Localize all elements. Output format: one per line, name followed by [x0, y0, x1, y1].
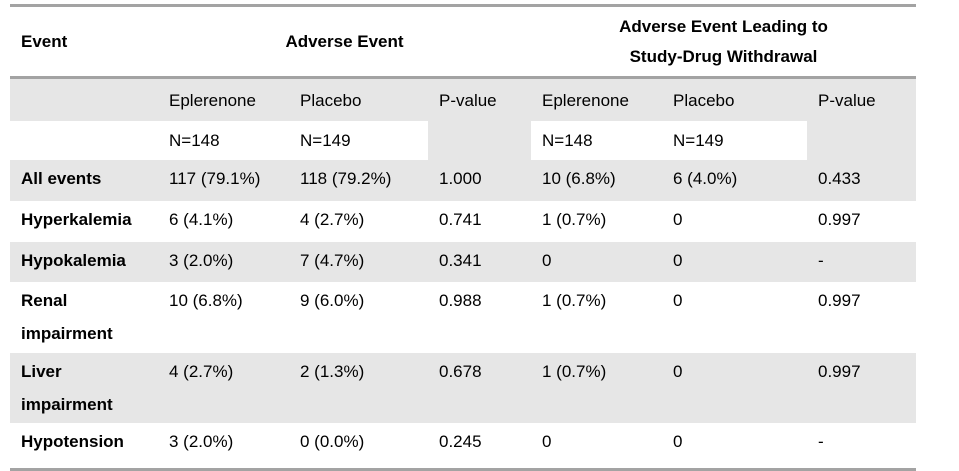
withdrawal-group-header: Adverse Event Leading to Study-Drug With…: [531, 5, 916, 79]
data-cell: 0.245: [428, 423, 531, 470]
table-row-hypokalemia: Hypokalemia 3 (2.0%) 7 (4.7%) 0.341 0 0 …: [10, 242, 916, 282]
table-row-liver-impairment: Liver impairment 4 (2.7%) 2 (1.3%) 0.678…: [10, 353, 916, 423]
data-cell: 6 (4.1%): [158, 201, 289, 242]
table-row-renal-impairment: Renal impairment 10 (6.8%) 9 (6.0%) 0.98…: [10, 282, 916, 353]
n-eplerenone-2: N=148: [531, 121, 662, 160]
table-row-all-events: All events 117 (79.1%) 118 (79.2%) 1.000…: [10, 160, 916, 201]
data-cell: 0: [662, 423, 807, 470]
data-cell: 0.341: [428, 242, 531, 282]
event-header: Event: [10, 5, 158, 79]
n-placebo-2: N=149: [662, 121, 807, 160]
data-cell: 4 (2.7%): [158, 353, 289, 423]
row-label: Hyperkalemia: [10, 201, 158, 242]
data-cell: 0.678: [428, 353, 531, 423]
data-cell: 0: [662, 353, 807, 423]
data-cell: 1 (0.7%): [531, 282, 662, 353]
data-cell: 3 (2.0%): [158, 423, 289, 470]
data-cell: 0.741: [428, 201, 531, 242]
withdrawal-group-header-line1: Adverse Event Leading to: [619, 16, 828, 36]
data-cell: 4 (2.7%): [289, 201, 428, 242]
adverse-event-group-header: Adverse Event: [158, 5, 531, 79]
data-cell: 0 (0.0%): [289, 423, 428, 470]
data-cell: 1 (0.7%): [531, 201, 662, 242]
sample-size-row: N=148 N=149 N=148 N=149: [10, 121, 916, 160]
column-header-row: Eplerenone Placebo P-value Eplerenone Pl…: [10, 77, 916, 121]
column-header-placebo-1: Placebo: [289, 77, 428, 121]
data-cell: 7 (4.7%): [289, 242, 428, 282]
row-label: All events: [10, 160, 158, 201]
row-label: Renal impairment: [10, 282, 158, 353]
data-cell: 118 (79.2%): [289, 160, 428, 201]
data-cell: 0: [531, 242, 662, 282]
withdrawal-group-header-line2: Study-Drug Withdrawal: [629, 46, 818, 66]
data-cell: 2 (1.3%): [289, 353, 428, 423]
data-cell: 0.997: [807, 201, 916, 242]
column-header-empty: [10, 77, 158, 121]
adverse-events-table: Event Adverse Event Adverse Event Leadin…: [10, 4, 916, 471]
n-eplerenone-1: N=148: [158, 121, 289, 160]
data-cell: 117 (79.1%): [158, 160, 289, 201]
data-cell: 0.433: [807, 160, 916, 201]
n-empty-pvalue-1: [428, 121, 531, 160]
data-cell: 0: [662, 201, 807, 242]
data-cell: 0: [662, 242, 807, 282]
data-cell: 1.000: [428, 160, 531, 201]
data-cell: 0.988: [428, 282, 531, 353]
row-label: Hypokalemia: [10, 242, 158, 282]
row-label: Liver impairment: [10, 353, 158, 423]
data-cell: 6 (4.0%): [662, 160, 807, 201]
data-cell: 0.997: [807, 353, 916, 423]
n-empty-pvalue-2: [807, 121, 916, 160]
column-header-eplerenone-1: Eplerenone: [158, 77, 289, 121]
table-row-hyperkalemia: Hyperkalemia 6 (4.1%) 4 (2.7%) 0.741 1 (…: [10, 201, 916, 242]
data-cell: 3 (2.0%): [158, 242, 289, 282]
n-empty-event: [10, 121, 158, 160]
adverse-events-table-wrap: Event Adverse Event Adverse Event Leadin…: [10, 4, 916, 471]
table-row-hypotension: Hypotension 3 (2.0%) 0 (0.0%) 0.245 0 0 …: [10, 423, 916, 470]
data-cell: 0: [531, 423, 662, 470]
column-header-pvalue-1: P-value: [428, 77, 531, 121]
column-header-placebo-2: Placebo: [662, 77, 807, 121]
n-placebo-1: N=149: [289, 121, 428, 160]
data-cell: 9 (6.0%): [289, 282, 428, 353]
data-cell: 1 (0.7%): [531, 353, 662, 423]
data-cell: 0: [662, 282, 807, 353]
data-cell: -: [807, 242, 916, 282]
column-header-pvalue-2: P-value: [807, 77, 916, 121]
table-title-row: Event Adverse Event Adverse Event Leadin…: [10, 5, 916, 79]
data-cell: 0.997: [807, 282, 916, 353]
data-cell: 10 (6.8%): [531, 160, 662, 201]
data-cell: 10 (6.8%): [158, 282, 289, 353]
column-header-eplerenone-2: Eplerenone: [531, 77, 662, 121]
data-cell: -: [807, 423, 916, 470]
row-label: Hypotension: [10, 423, 158, 470]
